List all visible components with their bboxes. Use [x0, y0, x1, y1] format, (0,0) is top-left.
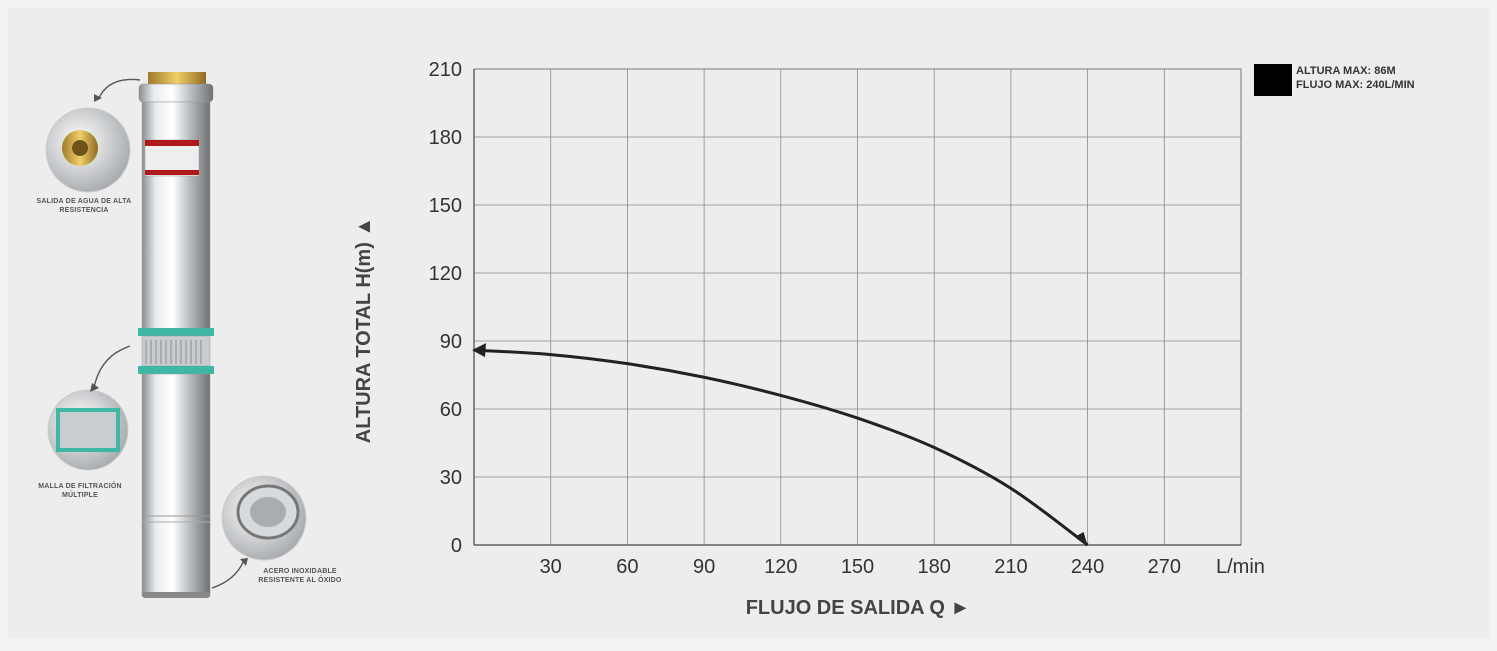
- y-tick-labels: 0 30 60 90 120 150 180 210: [429, 59, 462, 557]
- y-axis-title: ALTURA TOTAL H(m) ▲: [353, 217, 375, 443]
- x-tick-label: 270: [1148, 556, 1181, 578]
- x-tick-label: 120: [764, 556, 797, 578]
- x-tick-labels: 30 60 90 120 150 180 210 240 270: [540, 556, 1181, 578]
- x-tick-label: 60: [616, 556, 638, 578]
- x-tick-label: 180: [918, 556, 951, 578]
- x-tick-label: 150: [841, 556, 874, 578]
- x-tick-label: 240: [1071, 556, 1104, 578]
- y-tick-label: 150: [429, 195, 462, 217]
- y-tick-label: 90: [440, 331, 462, 353]
- y-tick-label: 180: [429, 127, 462, 149]
- y-tick-label: 210: [429, 59, 462, 81]
- chart-grid: [474, 69, 1241, 545]
- x-unit-label: L/min: [1216, 556, 1265, 578]
- legend-text: ALTURA MAX: 86M FLUJO MAX: 240L/MIN: [1296, 64, 1415, 92]
- x-tick-label: 30: [540, 556, 562, 578]
- curve-arrowhead-end: [1075, 532, 1088, 546]
- performance-curve-group: [472, 343, 1088, 546]
- legend-max-height: ALTURA MAX: 86M: [1296, 64, 1415, 78]
- x-axis-title: FLUJO DE SALIDA Q ►: [746, 597, 971, 619]
- y-tick-label: 30: [440, 467, 462, 489]
- y-tick-label: 120: [429, 263, 462, 285]
- legend-max-flow: FLUJO MAX: 240L/MIN: [1296, 78, 1415, 92]
- y-tick-label: 60: [440, 399, 462, 421]
- y-tick-label: 0: [451, 535, 462, 557]
- x-tick-label: 90: [693, 556, 715, 578]
- legend-swatch: [1254, 64, 1292, 96]
- x-tick-label: 210: [994, 556, 1027, 578]
- chart-legend: ALTURA MAX: 86M FLUJO MAX: 240L/MIN: [1254, 64, 1415, 96]
